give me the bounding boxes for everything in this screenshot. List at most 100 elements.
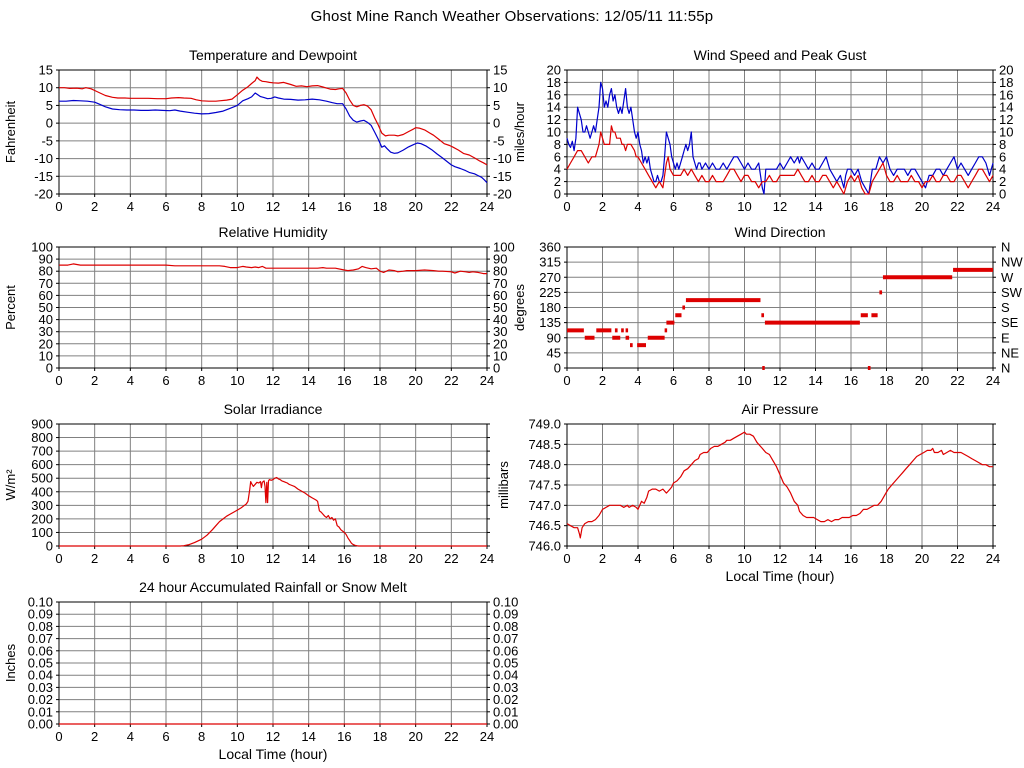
y-tick-label-right: 2 (999, 174, 1006, 189)
chart-temp: Temperature and Dewpoint 15 15 10 10 5 5 0 0 -5 -5… (3, 47, 512, 214)
y-tick-label-right: 60 (493, 288, 507, 303)
y-tick-label: 0.04 (28, 668, 53, 683)
x-tick-label: 2 (91, 373, 98, 388)
x-tick-label: 12 (266, 199, 280, 214)
y-tick-label: 200 (31, 511, 53, 526)
y-tick-label-right: 30 (493, 324, 507, 339)
y-tick-label: 0.02 (28, 692, 53, 707)
y-tick-label: 30 (39, 324, 53, 339)
y-tick-label: 0.03 (28, 680, 53, 695)
y-tick-label-right: 0 (999, 187, 1006, 202)
x-tick-label: 12 (266, 551, 280, 566)
y-tick-label: 600 (31, 457, 53, 472)
x-tick-label: 6 (162, 373, 169, 388)
y-tick-label: 16 (547, 87, 561, 102)
x-tick-label: 4 (127, 551, 134, 566)
y-tick-label: 400 (31, 484, 53, 499)
y-tick-label-right: -5 (493, 133, 505, 148)
y-tick-label: 0.06 (28, 643, 53, 658)
x-tick-label: 20 (408, 551, 422, 566)
chart-press: Air Pressure 749.0 748.5 748.0 747.5 747.0 746… (496, 401, 1000, 584)
chart-title: Air Pressure (741, 401, 818, 417)
x-tick-label: 18 (373, 199, 387, 214)
y-tick-label: 6 (554, 149, 561, 164)
y-tick-label-right: 0.04 (493, 668, 518, 683)
y-tick-label-right: 70 (493, 276, 507, 291)
x-tick-label: 10 (230, 551, 244, 566)
chart-title: Relative Humidity (219, 224, 328, 240)
chart-title: 24 hour Accumulated Rainfall or Snow Mel… (139, 579, 407, 595)
x-tick-label: 2 (91, 199, 98, 214)
y-tick-label-right: 0.02 (493, 692, 518, 707)
y-tick-label-right: 0 (493, 361, 500, 376)
compass-label: N (1001, 240, 1010, 255)
page-title: Ghost Mine Ranch Weather Observations: 1… (310, 8, 714, 25)
y-axis-label: Fahrenheit (3, 101, 18, 164)
x-tick-label: 24 (480, 199, 494, 214)
y-tick-label: -20 (34, 187, 53, 202)
y-tick-label: 100 (31, 240, 53, 255)
y-tick-label: 0 (46, 539, 53, 554)
y-tick-label: 20 (39, 336, 53, 351)
chart-wdir: Wind Direction36031527022518013590450NNW… (512, 224, 1023, 388)
x-tick-label: 22 (950, 551, 964, 566)
x-tick-label: 22 (444, 199, 458, 214)
x-tick-label: 10 (737, 199, 751, 214)
wind-speed-line (566, 125, 994, 195)
x-tick-label: 14 (301, 551, 315, 566)
y-tick-label: 800 (31, 430, 53, 445)
y-tick-label: 0.09 (28, 607, 53, 622)
y-tick-label-right: -10 (493, 151, 512, 166)
x-tick-label: 18 (373, 373, 387, 388)
x-tick-label: 16 (844, 373, 858, 388)
x-tick-label: 16 (844, 551, 858, 566)
x-tick-label: 0 (55, 373, 62, 388)
x-tick-label: 6 (670, 199, 677, 214)
x-tick-label: 10 (230, 199, 244, 214)
y-tick-label: 2 (554, 174, 561, 189)
x-tick-label: 6 (670, 373, 677, 388)
solar-irradiance-line (59, 476, 487, 547)
y-tick-label: 100 (31, 525, 53, 540)
y-tick-label-right: 90 (493, 252, 507, 267)
chart-title: Temperature and Dewpoint (189, 47, 357, 63)
y-tick-label: 8 (554, 137, 561, 152)
air-pressure-line (566, 431, 993, 539)
compass-label: S (1001, 300, 1010, 315)
x-tick-label: 4 (127, 199, 134, 214)
y-tick-label: 15 (39, 63, 53, 78)
x-tick-label: 22 (444, 551, 458, 566)
chart-title: Wind Speed and Peak Gust (694, 47, 867, 63)
x-tick-label: 4 (127, 373, 134, 388)
y-tick-label: 60 (39, 288, 53, 303)
x-tick-label: 22 (444, 729, 458, 744)
x-tick-label: 0 (563, 551, 570, 566)
x-tick-label: 20 (408, 373, 422, 388)
y-tick-label: 0.10 (28, 595, 53, 610)
compass-label: N (1001, 361, 1010, 376)
x-tick-label: 12 (773, 373, 787, 388)
x-tick-label: 4 (127, 729, 134, 744)
x-tick-label: 8 (198, 373, 205, 388)
y-tick-label: 700 (31, 444, 53, 459)
y-tick-label: 4 (554, 162, 561, 177)
y-tick-label: 315 (539, 255, 561, 270)
y-tick-label: 135 (539, 315, 561, 330)
y-tick-label: 0.05 (28, 656, 53, 671)
compass-label: SW (1001, 285, 1023, 300)
x-tick-label: 20 (915, 551, 929, 566)
dewpoint-line (59, 92, 488, 184)
x-tick-label: 10 (737, 551, 751, 566)
y-tick-label-right: 0.05 (493, 656, 518, 671)
y-tick-label-right: 10 (999, 125, 1013, 140)
y-tick-label-right: 0.07 (493, 631, 518, 646)
y-axis-label: Inches (3, 643, 18, 682)
y-axis-label: W/m² (3, 469, 18, 501)
y-tick-label: 80 (39, 264, 53, 279)
x-tick-label: 14 (301, 373, 315, 388)
x-tick-label: 14 (808, 551, 822, 566)
x-tick-label: 4 (634, 551, 641, 566)
x-tick-label: 8 (198, 199, 205, 214)
x-tick-label: 14 (301, 199, 315, 214)
y-tick-label-right: 4 (999, 162, 1006, 177)
